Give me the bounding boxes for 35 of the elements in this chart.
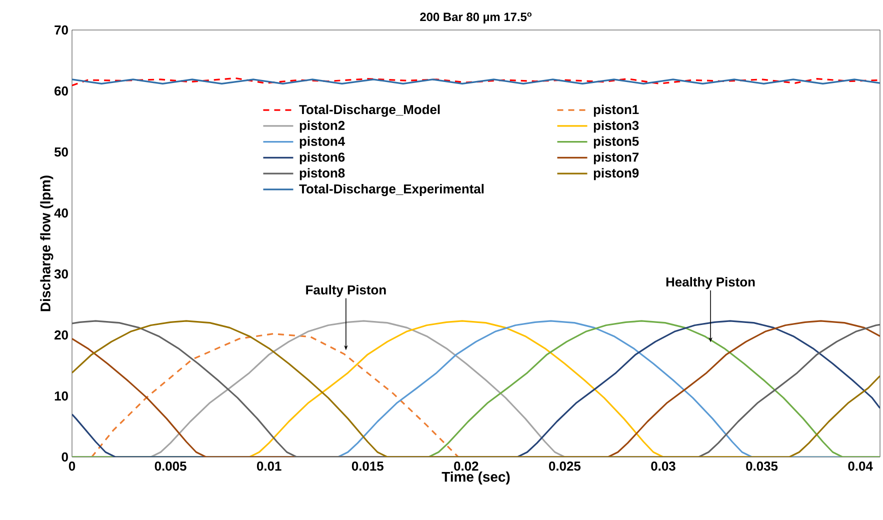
x-tick-label: 0.01 bbox=[256, 462, 282, 471]
y-tick-label: 40 bbox=[54, 208, 68, 218]
legend-label: piston3 bbox=[594, 120, 639, 133]
legend-label: piston2 bbox=[300, 120, 345, 133]
chart-title: 200 Bar 80 µm 17.5$^{o}$ bbox=[420, 12, 532, 24]
y-axis-title: Discharge flow (lpm) bbox=[40, 176, 54, 312]
x-tick-label: 0.015 bbox=[352, 462, 384, 471]
y-tick-label: 60 bbox=[54, 86, 68, 96]
x-tick-label: 0 bbox=[68, 462, 76, 471]
legend-label: piston9 bbox=[594, 168, 639, 180]
x-tick-label: 0.025 bbox=[549, 462, 581, 471]
x-tick-label: 0.035 bbox=[746, 462, 778, 471]
y-tick-label: 30 bbox=[54, 269, 68, 279]
legend-label: piston6 bbox=[300, 152, 345, 164]
y-tick-label: 70 bbox=[54, 25, 68, 35]
line-series bbox=[90, 332, 460, 457]
x-tick-label: 0.02 bbox=[454, 462, 478, 471]
x-tick-label: 0.03 bbox=[651, 462, 676, 471]
legend-label: Total-Discharge_Model bbox=[299, 104, 440, 117]
y-tick-label: 0 bbox=[62, 452, 68, 462]
legend-label: piston1 bbox=[594, 104, 639, 117]
annotation: Healthy Piston bbox=[666, 277, 755, 290]
annotation: Faulty Piston bbox=[306, 284, 386, 298]
legend-label: piston7 bbox=[594, 152, 639, 164]
x-axis-title: Time (sec) bbox=[442, 472, 510, 485]
legend-label: piston4 bbox=[300, 136, 346, 148]
legend-label: Total-Discharge_Experimental bbox=[299, 184, 484, 196]
y-tick-label: 50 bbox=[54, 147, 68, 157]
legend-label: piston8 bbox=[300, 168, 345, 180]
x-tick-label: 0.04 bbox=[848, 462, 873, 471]
x-tick-label: 0.005 bbox=[154, 462, 186, 471]
y-tick-label: 20 bbox=[54, 330, 68, 340]
line-series bbox=[72, 77, 880, 86]
y-tick-label: 10 bbox=[54, 391, 68, 401]
legend-label: piston5 bbox=[594, 136, 639, 148]
